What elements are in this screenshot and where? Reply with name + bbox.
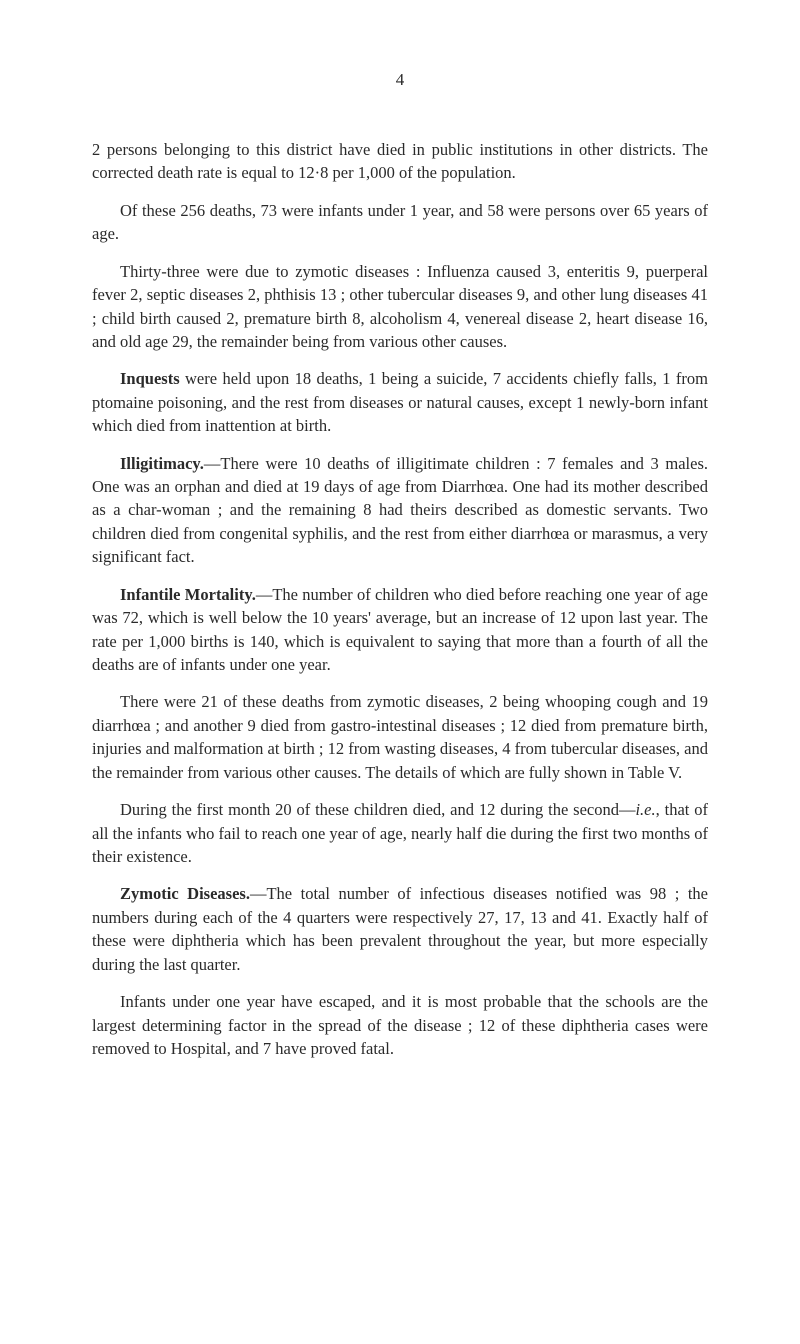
heading-inquests: Inquests (120, 369, 180, 388)
section-zymotic-2: Infants under one year have escaped, and… (92, 990, 708, 1060)
heading-infantile: Infantile Mortality. (120, 585, 256, 604)
section-zymotic-1: Zymotic Diseases.—The total number of in… (92, 882, 708, 976)
section-infantile-3: During the first month 20 of these child… (92, 798, 708, 868)
section-illigitimacy: Illigitimacy.—There were 10 deaths of il… (92, 452, 708, 569)
section-infantile-2: There were 21 of these deaths from zymot… (92, 690, 708, 784)
paragraph-intro: 2 persons belonging to this district hav… (92, 138, 708, 185)
section-infantile-1: Infantile Mortality.—The number of child… (92, 583, 708, 677)
text-infantile-3-italic: i.e. (635, 800, 655, 819)
text-inquests: were held upon 18 deaths, 1 being a suic… (92, 369, 708, 435)
page-number: 4 (92, 70, 708, 90)
heading-zymotic: Zymotic Diseases. (120, 884, 250, 903)
section-inquests: Inquests were held upon 18 deaths, 1 bei… (92, 367, 708, 437)
text-infantile-3a: During the first month 20 of these child… (120, 800, 635, 819)
paragraph-deaths: Of these 256 deaths, 73 were infants und… (92, 199, 708, 246)
heading-illigitimacy: Illigitimacy. (120, 454, 204, 473)
paragraph-zymotic-causes: Thirty-three were due to zymotic disease… (92, 260, 708, 354)
